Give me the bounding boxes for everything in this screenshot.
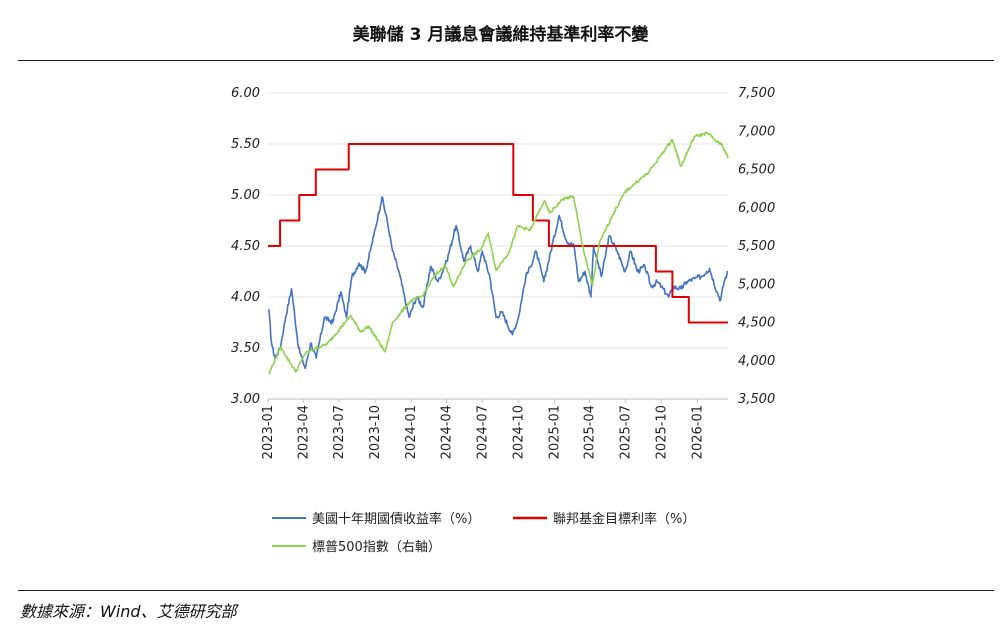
x-tick-label: 2025-04 bbox=[583, 405, 598, 459]
series-line bbox=[268, 196, 729, 370]
x-tick-label: 2025-01 bbox=[547, 405, 562, 459]
x-tick-label: 2023-01 bbox=[261, 405, 276, 459]
source-note: 數據來源：Wind、艾德研究部 bbox=[20, 602, 237, 621]
left-tick-label: 4.50 bbox=[231, 239, 260, 254]
x-tick-label: 2024-04 bbox=[440, 405, 455, 459]
right-tick-label: 3,500 bbox=[738, 392, 775, 407]
top-divider bbox=[18, 60, 994, 61]
x-tick-label: 2024-01 bbox=[404, 405, 419, 459]
x-tick-label: 2024-10 bbox=[511, 405, 526, 459]
x-axis: 2023-01 2023-04 2023-07 2023-10 2024-01 2024-… bbox=[261, 398, 728, 459]
left-axis: 3.00 3.50 4.00 4.50 5.00 5.50 6.00 bbox=[231, 86, 260, 407]
x-tick-label: 2023-07 bbox=[332, 405, 347, 459]
right-tick-label: 5,500 bbox=[738, 239, 775, 254]
right-tick-label: 6,500 bbox=[738, 163, 775, 178]
x-tick-label: 2025-10 bbox=[654, 405, 669, 459]
legend-label: 美國十年期國債收益率（%） bbox=[312, 511, 480, 527]
series-line bbox=[268, 131, 729, 375]
x-tick-label: 2023-10 bbox=[368, 405, 383, 459]
left-tick-label: 3.50 bbox=[231, 341, 260, 356]
right-tick-label: 4,000 bbox=[738, 354, 775, 369]
right-tick-label: 4,500 bbox=[738, 316, 775, 331]
left-tick-label: 6.00 bbox=[231, 86, 260, 101]
x-tick-label: 2026-01 bbox=[690, 405, 705, 459]
right-tick-label: 5,000 bbox=[738, 277, 775, 292]
x-tick-label: 2025-07 bbox=[618, 405, 633, 459]
series-line bbox=[268, 143, 728, 324]
gridlines bbox=[268, 92, 728, 400]
chart-area: 3.00 3.50 4.00 4.50 5.00 5.50 6.00 3,500 4,000 4… bbox=[231, 86, 775, 555]
legend-label: 標普500指數（右軸） bbox=[312, 540, 441, 555]
right-tick-label: 6,000 bbox=[738, 201, 775, 216]
left-tick-label: 5.50 bbox=[231, 137, 260, 152]
legend-label: 聯邦基金目標利率（%） bbox=[553, 511, 695, 527]
x-tick-label: 2023-04 bbox=[296, 405, 311, 459]
legend: 美國十年期國債收益率（%） 聯邦基金目標利率（%） 標普500指數（右軸） bbox=[272, 511, 695, 555]
right-tick-label: 7,500 bbox=[738, 86, 775, 101]
series-lines bbox=[268, 131, 729, 375]
left-tick-label: 3.00 bbox=[231, 392, 260, 407]
x-tick-label: 2024-07 bbox=[475, 405, 490, 459]
left-tick-label: 5.00 bbox=[231, 188, 260, 203]
right-tick-label: 7,000 bbox=[738, 124, 775, 139]
left-tick-label: 4.00 bbox=[231, 290, 260, 305]
chart-title: 美聯儲 3 月議息會議維持基準利率不變 bbox=[352, 25, 649, 45]
right-axis: 3,500 4,000 4,500 5,000 5,500 6,000 6,500 7,000… bbox=[738, 86, 775, 407]
bottom-divider bbox=[18, 590, 994, 591]
